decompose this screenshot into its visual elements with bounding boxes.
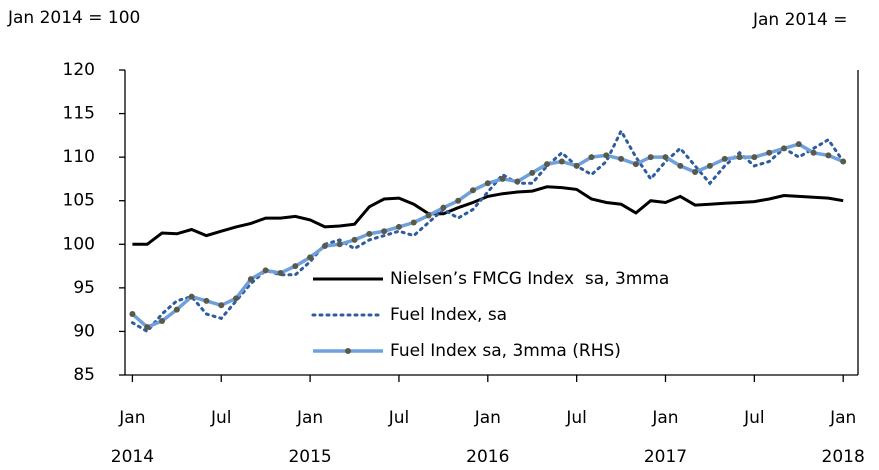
series-line xyxy=(130,127,845,334)
point xyxy=(307,254,314,261)
point xyxy=(233,295,240,302)
x-tick-label: Jul xyxy=(565,408,587,428)
y-tick-label: 105 xyxy=(63,191,95,211)
point xyxy=(410,219,417,226)
point xyxy=(381,228,388,235)
x-tick-label: Jan xyxy=(296,408,323,428)
y-tick-label: 115 xyxy=(63,104,95,124)
point xyxy=(558,158,565,165)
point xyxy=(440,204,447,211)
y-tick-label: 110 xyxy=(63,147,95,167)
series-line xyxy=(131,142,844,330)
point xyxy=(395,223,402,230)
x-tick-label: Jan xyxy=(118,408,145,428)
point xyxy=(159,317,166,324)
point xyxy=(277,270,284,277)
x-tick-label: Jan xyxy=(829,408,856,428)
x-tick-label: Jan xyxy=(474,408,501,428)
y2-axis-label: Jan 2014 = xyxy=(752,10,848,30)
point xyxy=(203,297,210,304)
x-tick-label: Jul xyxy=(743,408,765,428)
point xyxy=(321,243,328,250)
point xyxy=(366,230,373,237)
point xyxy=(336,241,343,248)
point xyxy=(706,162,713,169)
y-tick-label: 120 xyxy=(63,60,95,80)
legend-label: Fuel Index, sa xyxy=(390,305,507,325)
point xyxy=(529,169,536,176)
point xyxy=(662,154,669,161)
point xyxy=(455,197,462,204)
point xyxy=(351,236,358,243)
y-tick-label: 100 xyxy=(63,234,95,254)
point xyxy=(825,152,832,159)
point xyxy=(514,178,521,185)
point xyxy=(292,263,299,270)
x-year-label: 2018 xyxy=(822,447,865,467)
point xyxy=(603,152,610,159)
point xyxy=(129,311,136,317)
point xyxy=(795,141,802,148)
point xyxy=(218,302,225,309)
point xyxy=(632,161,639,168)
point xyxy=(647,154,654,161)
point xyxy=(677,162,684,169)
x-tick-label: Jul xyxy=(388,408,410,428)
point xyxy=(499,175,506,182)
point xyxy=(469,187,476,194)
point xyxy=(573,162,580,169)
point xyxy=(751,154,758,161)
point xyxy=(484,180,491,187)
point xyxy=(721,155,728,162)
y-tick-label: 95 xyxy=(73,278,95,298)
point xyxy=(588,154,595,161)
x-year-label: 2017 xyxy=(644,447,687,467)
point xyxy=(736,154,743,161)
y-tick-label: 85 xyxy=(73,365,95,385)
point xyxy=(618,155,625,162)
point xyxy=(780,145,787,152)
series-line xyxy=(132,185,844,246)
point xyxy=(692,168,699,175)
x-tick-label: Jan xyxy=(651,408,678,428)
point xyxy=(810,149,817,156)
point xyxy=(766,149,773,156)
legend-marker xyxy=(345,348,351,354)
x-tick-label: Jul xyxy=(210,408,232,428)
point xyxy=(144,324,151,331)
legend-label: Fuel Index sa, 3mma (RHS) xyxy=(390,341,621,361)
point xyxy=(262,267,269,274)
point xyxy=(544,161,551,168)
point xyxy=(425,212,432,219)
point xyxy=(840,158,847,165)
y-tick-label: 90 xyxy=(73,321,95,341)
point xyxy=(188,293,195,300)
legend-label: Nielsen’s FMCG Index sa, 3mma xyxy=(390,269,669,289)
x-year-label: 2015 xyxy=(288,447,331,467)
y-axis-label: Jan 2014 = 100 xyxy=(7,8,140,28)
x-year-label: 2014 xyxy=(111,447,154,467)
x-year-label: 2016 xyxy=(466,447,509,467)
point xyxy=(173,306,180,313)
point xyxy=(247,276,254,283)
